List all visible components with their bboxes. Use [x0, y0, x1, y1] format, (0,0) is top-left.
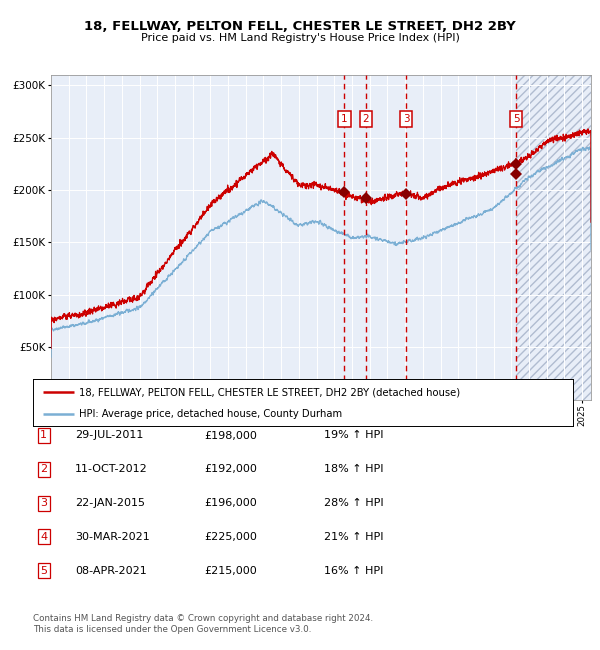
Text: £196,000: £196,000: [204, 498, 257, 508]
Text: 21% ↑ HPI: 21% ↑ HPI: [324, 532, 383, 542]
Text: 08-APR-2021: 08-APR-2021: [75, 566, 147, 576]
Text: 1: 1: [40, 430, 47, 441]
Text: 5: 5: [513, 114, 520, 124]
Text: 3: 3: [40, 498, 47, 508]
Text: £225,000: £225,000: [204, 532, 257, 542]
Text: This data is licensed under the Open Government Licence v3.0.: This data is licensed under the Open Gov…: [33, 625, 311, 634]
Text: Contains HM Land Registry data © Crown copyright and database right 2024.: Contains HM Land Registry data © Crown c…: [33, 614, 373, 623]
Text: 4: 4: [40, 532, 47, 542]
Text: 30-MAR-2021: 30-MAR-2021: [75, 532, 150, 542]
Text: £198,000: £198,000: [204, 430, 257, 441]
Text: 3: 3: [403, 114, 409, 124]
Text: £192,000: £192,000: [204, 464, 257, 474]
Text: 2: 2: [40, 464, 47, 474]
Text: 11-OCT-2012: 11-OCT-2012: [75, 464, 148, 474]
Text: 19% ↑ HPI: 19% ↑ HPI: [324, 430, 383, 441]
Text: 18, FELLWAY, PELTON FELL, CHESTER LE STREET, DH2 2BY (detached house): 18, FELLWAY, PELTON FELL, CHESTER LE STR…: [79, 387, 460, 397]
Text: 22-JAN-2015: 22-JAN-2015: [75, 498, 145, 508]
Text: HPI: Average price, detached house, County Durham: HPI: Average price, detached house, Coun…: [79, 409, 342, 419]
Text: Price paid vs. HM Land Registry's House Price Index (HPI): Price paid vs. HM Land Registry's House …: [140, 32, 460, 43]
Text: 18, FELLWAY, PELTON FELL, CHESTER LE STREET, DH2 2BY: 18, FELLWAY, PELTON FELL, CHESTER LE STR…: [84, 20, 516, 32]
Text: 28% ↑ HPI: 28% ↑ HPI: [324, 498, 383, 508]
Bar: [516, 75, 591, 400]
Text: £215,000: £215,000: [204, 566, 257, 576]
Text: 5: 5: [40, 566, 47, 576]
Bar: [516, 75, 591, 400]
Text: 16% ↑ HPI: 16% ↑ HPI: [324, 566, 383, 576]
Text: 29-JUL-2011: 29-JUL-2011: [75, 430, 143, 441]
Text: 18% ↑ HPI: 18% ↑ HPI: [324, 464, 383, 474]
Text: 1: 1: [341, 114, 347, 124]
Text: 2: 2: [362, 114, 369, 124]
